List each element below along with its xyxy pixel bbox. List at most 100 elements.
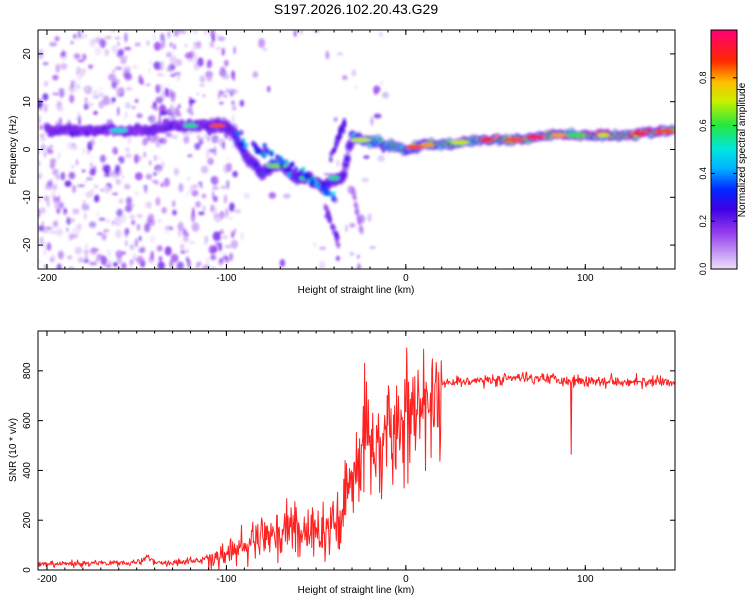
colorbar-swatch [711,45,737,49]
speckle-blob [55,173,61,181]
speckle-blob [158,112,162,123]
speckle-blob [116,256,122,264]
speckle-blob [188,105,193,115]
speckle-blob [66,255,73,260]
speckle-blob [71,80,77,88]
speckle-blob [72,208,80,215]
speckle-blob [54,36,60,42]
colorbar-swatch [711,165,737,169]
ridge-branch [309,180,315,187]
speckle-blob [149,235,156,244]
speckle-blob [111,81,117,89]
speckle-blob [258,38,266,48]
speckle-blob [145,175,152,179]
speckle-blob [77,257,84,263]
colorbar-swatch [711,75,737,79]
ridge-hotspot [450,140,470,145]
colorbar-swatch [711,203,737,206]
colorbar-swatch [711,111,737,115]
colorbar-swatch [711,113,737,117]
colorbar-swatch [711,255,737,258]
colorbar-swatch [711,267,737,270]
speckle-blob [101,39,105,50]
speckle-blob [204,133,207,139]
speckle-blob [151,105,155,109]
ridge-branch [353,201,358,208]
speckle-blob [213,185,218,191]
speckle-blob [103,229,110,233]
snr-ylabel: SNR (10 * v/v) [8,418,19,482]
ridge-hotspot [566,133,587,138]
speckle-blob [214,46,222,51]
speckle-blob [163,177,170,187]
speckle-blob [220,185,227,190]
speckle-blob [39,108,43,111]
speckle-blob [161,207,167,214]
speckle-blob [39,137,47,142]
speckle-blob [153,61,162,70]
speckle-blob [212,245,218,251]
speckle-blob [134,42,141,47]
speckle-blob [104,265,112,267]
ridge-hotspot [480,137,493,143]
speckle-blob [59,63,68,70]
ridge-branch [333,143,338,150]
speckle-blob [135,238,138,248]
colorbar-swatch [711,185,737,188]
speckle-blob [41,132,46,139]
speckle-blob [198,261,202,267]
speckle-blob [121,214,126,223]
speckle-blob [46,226,53,230]
speckle-blob [124,114,127,120]
x-tick-label: -200 [37,273,57,284]
speckle-blob [193,45,197,51]
speckle-blob [124,32,128,43]
speckle-blob [325,51,330,60]
speckle-blob [173,168,180,176]
speckle-blob [125,204,133,213]
speckle-blob [267,85,271,93]
ridge-hotspot [504,137,523,143]
speckle-blob [335,255,340,261]
speckle-blob [66,217,71,225]
speckle-blob [217,36,226,41]
speckle-blob [189,185,195,193]
speckle-blob [171,200,176,208]
speckle-blob [100,188,105,192]
ridge-branch [257,148,263,155]
colorbar-swatch [711,123,737,127]
speckle-blob [232,105,237,111]
speckle-blob [159,83,164,91]
speckle-blob [41,221,44,226]
speckle-blob [204,235,209,243]
speckle-blob [113,216,122,227]
colorbar-swatch [711,219,737,222]
colorbar-swatch [711,249,737,252]
speckle-blob [357,263,361,269]
colorbar-swatch [711,73,737,77]
speckle-blob [207,135,210,142]
speckle-blob [124,183,131,190]
speckle-blob [342,75,348,80]
colorbar-swatch [711,229,737,232]
speckle-blob [68,233,74,241]
colorbar-swatch [711,77,737,81]
speckle-blob [202,94,206,98]
colorbar-swatch [711,59,737,63]
speckle-blob [93,165,97,175]
speckle-blob [83,102,89,111]
colorbar-swatch [711,91,737,95]
speckle-blob [192,30,199,35]
speckle-blob [52,167,56,172]
colorbar-swatch [711,167,737,171]
speckle-blob [172,209,177,216]
y-tick-label: 10 [22,96,33,108]
colorbar-swatch [711,139,737,143]
colorbar-swatch [711,149,737,153]
colorbar-swatch [711,81,737,85]
colorbar-swatch [711,227,737,230]
speckle-blob [38,196,42,203]
speckle-blob [56,228,64,237]
speckle-blob [351,69,357,77]
speckle-blob [79,33,88,40]
